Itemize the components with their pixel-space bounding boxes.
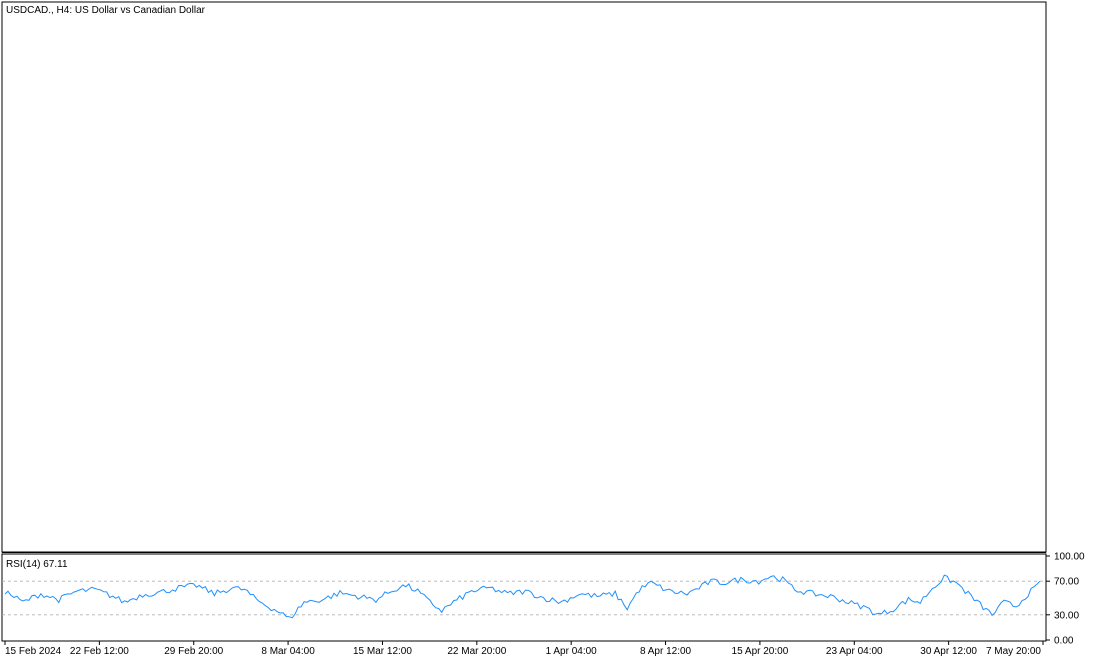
rsi-axis-label: 30.00 — [1054, 610, 1079, 621]
time-axis-label: 23 Apr 04:00 — [826, 646, 883, 657]
time-axis-label: 15 Feb 2024 — [5, 646, 62, 657]
time-axis-label: 8 Apr 12:00 — [640, 646, 692, 657]
time-axis-label: 7 May 20:00 — [986, 646, 1041, 657]
rsi-axis-label: 70.00 — [1054, 577, 1079, 588]
rsi-pane-frame — [1, 553, 1047, 642]
rsi-axis-label: 0.00 — [1054, 636, 1074, 647]
chart-title: USDCAD., H4: US Dollar vs Canadian Dolla… — [6, 5, 206, 16]
axes-layer: 1.384151.382301.380451.378601.376751.374… — [4, 552, 1085, 657]
time-axis-label: 22 Mar 20:00 — [447, 646, 506, 657]
rsi-pane — [2, 574, 1046, 619]
time-axis-label: 29 Feb 20:00 — [164, 646, 223, 657]
time-axis-label: 22 Feb 12:00 — [70, 646, 129, 657]
time-axis-label: 8 Mar 04:00 — [261, 646, 315, 657]
time-axis-label: 1 Apr 04:00 — [546, 646, 598, 657]
time-axis-label: 15 Apr 20:00 — [732, 646, 789, 657]
rsi-line — [4, 574, 1041, 619]
rsi-axis-label: 100.00 — [1054, 552, 1085, 563]
time-axis-label: 30 Apr 12:00 — [920, 646, 977, 657]
rsi-title: RSI(14) 67.11 — [6, 559, 68, 570]
time-axis-label: 15 Mar 12:00 — [353, 646, 412, 657]
